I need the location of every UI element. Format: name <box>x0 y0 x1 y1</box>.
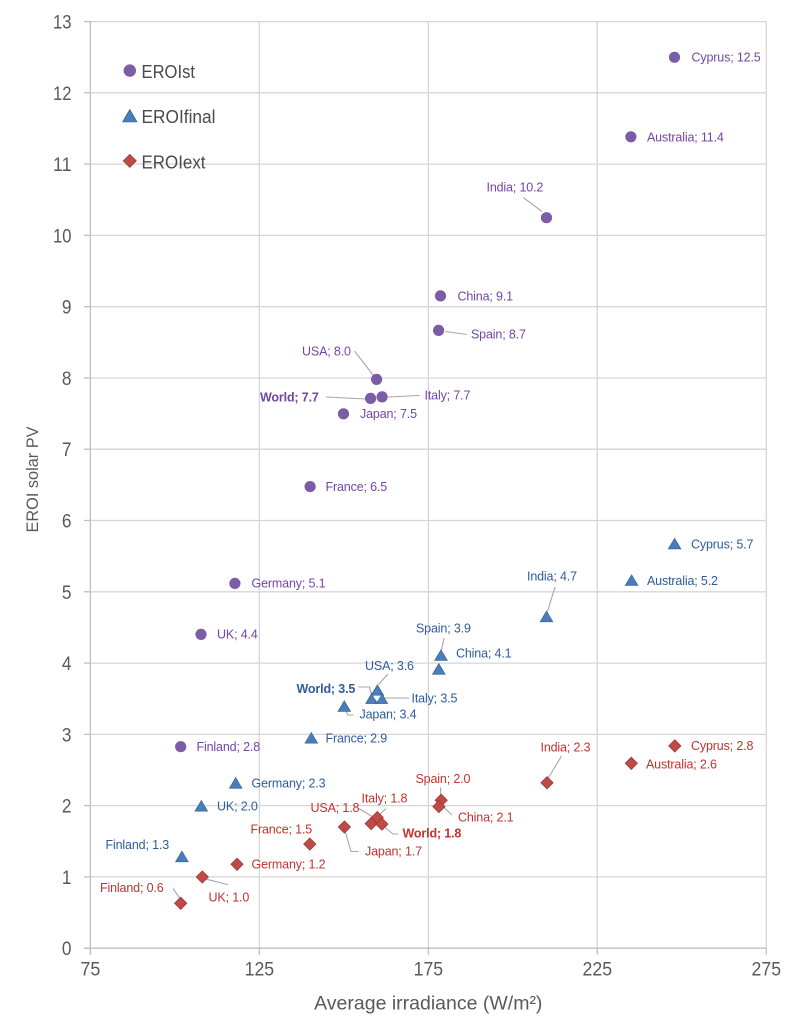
svg-text:1: 1 <box>62 867 72 889</box>
svg-text:125: 125 <box>245 959 275 981</box>
svg-text:China; 9.1: China; 9.1 <box>458 290 514 304</box>
svg-text:USA; 8.0: USA; 8.0 <box>302 345 351 359</box>
svg-text:5: 5 <box>62 582 72 604</box>
svg-text:Italy; 1.8: Italy; 1.8 <box>362 792 408 806</box>
svg-text:Cyprus; 5.7: Cyprus; 5.7 <box>691 538 753 552</box>
svg-text:USA; 1.8: USA; 1.8 <box>311 801 360 815</box>
svg-text:World; 7.7: World; 7.7 <box>260 391 319 405</box>
svg-text:Japan; 1.7: Japan; 1.7 <box>365 845 422 859</box>
svg-text:Australia; 2.6: Australia; 2.6 <box>646 758 717 772</box>
svg-text:Japan; 3.4: Japan; 3.4 <box>360 708 417 722</box>
svg-text:Spain; 8.7: Spain; 8.7 <box>471 328 526 342</box>
svg-text:3: 3 <box>62 724 72 746</box>
svg-text:France; 6.5: France; 6.5 <box>326 480 388 494</box>
svg-text:EROIext: EROIext <box>142 151 207 172</box>
svg-text:China; 2.1: China; 2.1 <box>458 811 514 825</box>
svg-text:France; 2.9: France; 2.9 <box>326 732 388 746</box>
svg-text:UK; 4.4: UK; 4.4 <box>217 628 258 642</box>
svg-text:India; 2.3: India; 2.3 <box>541 741 591 755</box>
svg-text:Australia; 5.2: Australia; 5.2 <box>647 574 718 588</box>
svg-text:9: 9 <box>62 297 72 319</box>
svg-text:10: 10 <box>53 225 72 247</box>
svg-text:UK; 1.0: UK; 1.0 <box>209 891 250 905</box>
svg-text:World; 3.5: World; 3.5 <box>297 682 356 696</box>
svg-text:Cyprus; 2.8: Cyprus; 2.8 <box>691 739 753 753</box>
svg-text:India; 10.2: India; 10.2 <box>487 181 544 195</box>
svg-text:275: 275 <box>752 959 782 981</box>
svg-text:EROIst: EROIst <box>142 61 196 82</box>
svg-text:USA; 3.6: USA; 3.6 <box>365 659 414 673</box>
svg-text:Spain; 2.0: Spain; 2.0 <box>416 772 471 786</box>
svg-text:Finland; 2.8: Finland; 2.8 <box>197 740 261 754</box>
svg-text:Italy; 3.5: Italy; 3.5 <box>412 692 458 706</box>
svg-text:EROIfinal: EROIfinal <box>142 106 216 127</box>
svg-text:6: 6 <box>62 511 72 533</box>
svg-text:2: 2 <box>62 796 72 818</box>
svg-text:11: 11 <box>53 154 72 176</box>
svg-text:225: 225 <box>583 959 613 981</box>
svg-text:4: 4 <box>62 653 72 675</box>
svg-text:World; 1.8: World; 1.8 <box>403 827 462 841</box>
svg-text:8: 8 <box>62 368 72 390</box>
svg-text:Japan; 7.5: Japan; 7.5 <box>360 407 417 421</box>
svg-text:Cyprus; 12.5: Cyprus; 12.5 <box>692 51 761 65</box>
svg-text:UK; 2.0: UK; 2.0 <box>217 800 258 814</box>
svg-text:0: 0 <box>62 938 72 960</box>
svg-text:China; 4.1: China; 4.1 <box>456 647 512 661</box>
svg-text:Italy; 7.7: Italy; 7.7 <box>425 389 471 403</box>
svg-text:Germany; 1.2: Germany; 1.2 <box>252 858 326 872</box>
svg-text:Average irradiance (W/m²): Average irradiance (W/m²) <box>314 993 542 1015</box>
svg-text:75: 75 <box>80 959 100 981</box>
svg-text:Finland; 1.3: Finland; 1.3 <box>106 838 170 852</box>
svg-text:7: 7 <box>62 439 72 461</box>
svg-text:India; 4.7: India; 4.7 <box>527 570 577 584</box>
svg-text:Germany; 5.1: Germany; 5.1 <box>252 577 326 591</box>
svg-text:13: 13 <box>53 12 72 34</box>
svg-text:France; 1.5: France; 1.5 <box>251 823 313 837</box>
svg-text:Germany; 2.3: Germany; 2.3 <box>252 777 326 791</box>
svg-text:Spain; 3.9: Spain; 3.9 <box>416 622 471 636</box>
svg-text:12: 12 <box>53 83 72 105</box>
svg-text:Australia; 11.4: Australia; 11.4 <box>647 131 724 145</box>
svg-text:Finland; 0.6: Finland; 0.6 <box>100 881 164 895</box>
svg-text:175: 175 <box>414 959 444 981</box>
svg-text:EROI solar PV: EROI solar PV <box>24 426 42 532</box>
